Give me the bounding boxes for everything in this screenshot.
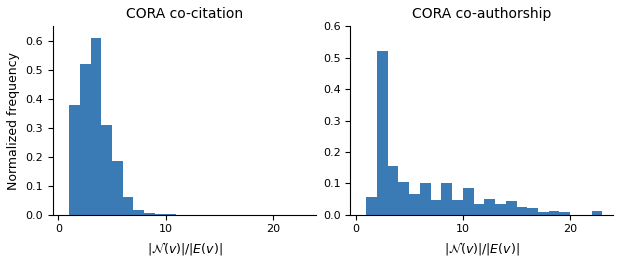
X-axis label: $|\mathcal{N}(v)|/|E(v)|$: $|\mathcal{N}(v)|/|E(v)|$ (444, 240, 520, 257)
Bar (144, 213, 155, 215)
Bar (69, 105, 80, 215)
Bar (591, 211, 602, 215)
Title: CORA co-citation: CORA co-citation (126, 7, 243, 21)
Bar (452, 200, 463, 215)
Bar (155, 214, 166, 215)
Bar (549, 211, 559, 215)
Bar (409, 194, 420, 215)
Bar (559, 212, 570, 215)
Bar (431, 200, 441, 215)
Bar (91, 38, 101, 215)
Bar (495, 204, 506, 215)
Bar (133, 210, 144, 215)
Bar (80, 64, 91, 215)
Bar (112, 161, 123, 215)
Bar (123, 197, 133, 215)
Title: CORA co-authorship: CORA co-authorship (412, 7, 551, 21)
Bar (366, 197, 377, 215)
Bar (538, 212, 549, 215)
Bar (484, 199, 495, 215)
Bar (527, 209, 538, 215)
Bar (506, 201, 516, 215)
Bar (388, 166, 399, 215)
Y-axis label: Normalized frequency: Normalized frequency (7, 51, 20, 190)
Bar (516, 207, 527, 215)
Bar (377, 51, 388, 215)
Bar (399, 182, 409, 215)
Bar (463, 188, 474, 215)
Bar (441, 183, 452, 215)
Bar (420, 183, 431, 215)
Bar (474, 204, 484, 215)
Bar (166, 214, 176, 215)
X-axis label: $|\mathcal{N}(v)|/|E(v)|$: $|\mathcal{N}(v)|/|E(v)|$ (146, 240, 222, 257)
Bar (101, 125, 112, 215)
